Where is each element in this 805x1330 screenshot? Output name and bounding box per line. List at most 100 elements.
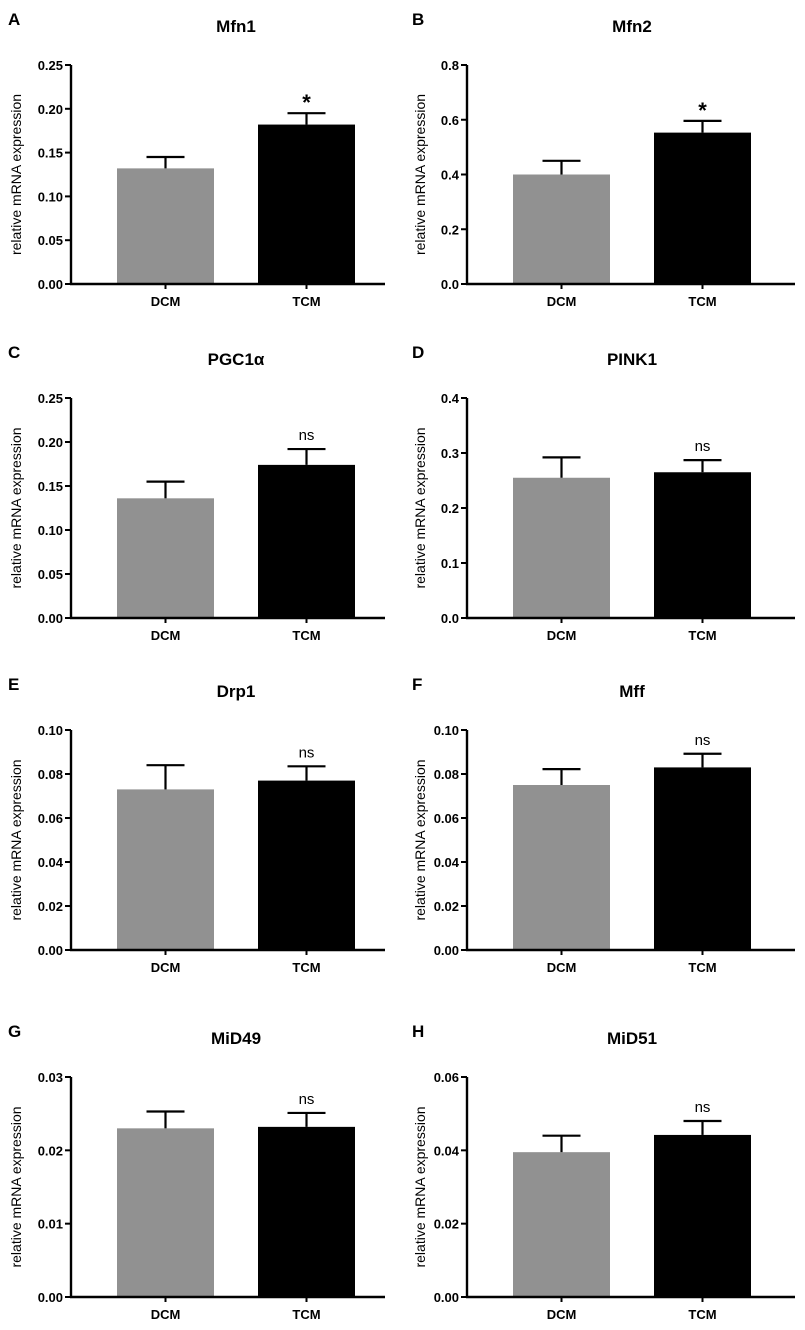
chart-title: MiD51	[607, 1029, 657, 1048]
bar-dcm	[513, 785, 610, 950]
y-axis-label: relative mRNA expression	[412, 759, 428, 920]
y-tick-label: 0.02	[434, 1217, 459, 1232]
y-tick-label: 0.02	[434, 899, 459, 914]
x-tick-label-tcm: TCM	[688, 960, 716, 975]
y-tick-label: 0.25	[38, 391, 63, 406]
y-tick-label: 0.00	[434, 943, 459, 958]
chart-title: Mff	[619, 682, 645, 701]
y-tick-label: 0.10	[38, 723, 63, 738]
y-tick-label: 0.04	[434, 855, 460, 870]
chart-title: PINK1	[607, 350, 657, 369]
x-tick-label-tcm: TCM	[292, 960, 320, 975]
x-tick-label-dcm: DCM	[151, 960, 181, 975]
significance-marker: *	[698, 98, 707, 123]
y-tick-label: 0.0	[441, 277, 459, 292]
significance-marker: ns	[695, 1099, 711, 1116]
y-axis-label: relative mRNA expression	[8, 94, 24, 255]
y-tick-label: 0.00	[38, 277, 63, 292]
significance-marker: ns	[299, 744, 315, 761]
y-tick-label: 0.25	[38, 58, 63, 73]
chart-title: Mfn2	[612, 17, 652, 36]
bar-tcm	[654, 767, 751, 950]
panel-letter: A	[8, 10, 20, 29]
y-tick-label: 0.10	[38, 523, 63, 538]
y-tick-label: 0.0	[441, 611, 459, 626]
x-tick-label-tcm: TCM	[688, 294, 716, 309]
chart-title: MiD49	[211, 1029, 261, 1048]
chart-title: PGC1α	[208, 350, 265, 369]
bar-tcm	[258, 124, 355, 285]
y-tick-label: 0.10	[38, 189, 63, 204]
x-tick-label-dcm: DCM	[151, 1307, 181, 1322]
y-tick-label: 0.2	[441, 222, 459, 237]
x-tick-label-dcm: DCM	[547, 628, 577, 643]
y-tick-label: 0.20	[38, 102, 63, 117]
bar-dcm	[117, 168, 214, 284]
y-tick-label: 0.4	[441, 168, 460, 183]
y-tick-label: 0.02	[38, 899, 63, 914]
x-tick-label-dcm: DCM	[547, 960, 577, 975]
y-tick-label: 0.15	[38, 146, 63, 161]
significance-marker: *	[302, 90, 311, 115]
y-axis-label: relative mRNA expression	[412, 1106, 428, 1267]
significance-marker: ns	[695, 732, 711, 749]
y-tick-label: 0.04	[38, 855, 64, 870]
y-tick-label: 0.01	[38, 1217, 63, 1232]
panel-letter: F	[412, 675, 422, 694]
panel-letter: H	[412, 1022, 424, 1041]
x-tick-label-dcm: DCM	[151, 294, 181, 309]
x-tick-label-tcm: TCM	[292, 294, 320, 309]
y-tick-label: 0.4	[441, 391, 460, 406]
y-tick-label: 0.8	[441, 58, 459, 73]
y-tick-label: 0.05	[38, 567, 63, 582]
x-tick-label-dcm: DCM	[547, 1307, 577, 1322]
x-tick-label-tcm: TCM	[688, 628, 716, 643]
chart-title: Drp1	[217, 682, 256, 701]
y-axis-label: relative mRNA expression	[8, 427, 24, 588]
y-tick-label: 0.04	[434, 1143, 460, 1158]
y-tick-label: 0.1	[441, 556, 459, 571]
bar-tcm	[258, 1126, 355, 1297]
chart-title: Mfn1	[216, 17, 256, 36]
panel-letter: G	[8, 1022, 21, 1041]
y-tick-label: 0.20	[38, 435, 63, 450]
bar-tcm	[258, 464, 355, 618]
x-tick-label-tcm: TCM	[688, 1307, 716, 1322]
y-tick-label: 0.08	[38, 767, 63, 782]
y-tick-label: 0.00	[38, 1290, 63, 1305]
panel-letter: B	[412, 10, 424, 29]
x-tick-label-tcm: TCM	[292, 628, 320, 643]
x-tick-label-dcm: DCM	[547, 294, 577, 309]
y-tick-label: 0.08	[434, 767, 459, 782]
y-axis-label: relative mRNA expression	[412, 427, 428, 588]
bar-dcm	[117, 498, 214, 618]
y-tick-label: 0.00	[38, 611, 63, 626]
y-tick-label: 0.6	[441, 113, 459, 128]
bar-dcm	[513, 477, 610, 618]
x-tick-label-tcm: TCM	[292, 1307, 320, 1322]
bar-tcm	[654, 132, 751, 284]
y-tick-label: 0.06	[434, 1070, 459, 1085]
panel-letter: C	[8, 343, 20, 362]
x-tick-label-dcm: DCM	[151, 628, 181, 643]
bar-dcm	[513, 174, 610, 284]
y-tick-label: 0.05	[38, 233, 63, 248]
bar-tcm	[654, 472, 751, 618]
panel-letter: D	[412, 343, 424, 362]
y-axis-label: relative mRNA expression	[8, 759, 24, 920]
y-tick-label: 0.10	[434, 723, 459, 738]
y-tick-label: 0.00	[38, 943, 63, 958]
y-tick-label: 0.06	[434, 811, 459, 826]
y-axis-label: relative mRNA expression	[8, 1106, 24, 1267]
bar-dcm	[117, 789, 214, 950]
y-tick-label: 0.03	[38, 1070, 63, 1085]
bar-dcm	[117, 1128, 214, 1297]
